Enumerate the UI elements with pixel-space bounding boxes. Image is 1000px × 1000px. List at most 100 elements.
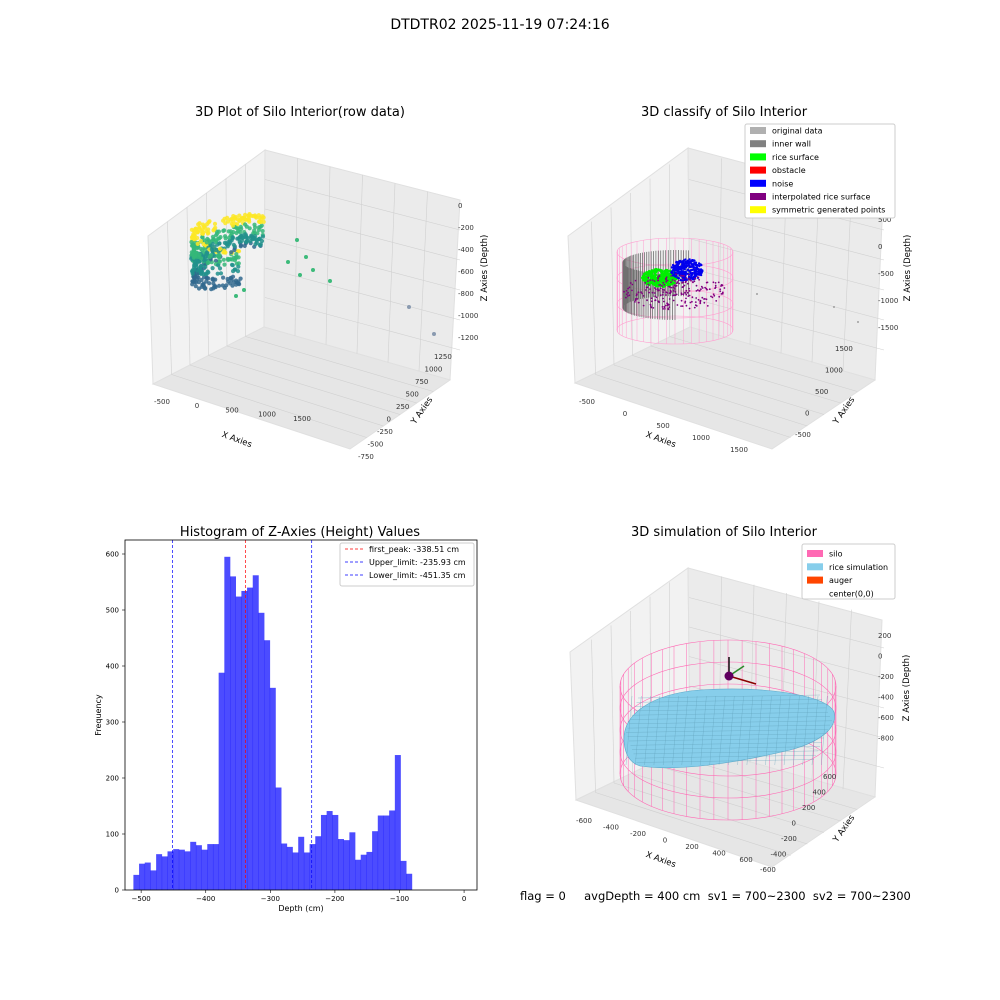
interpolated-surface-point (653, 287, 656, 289)
interpolated-surface-point (670, 275, 673, 277)
interpolated-surface-point (677, 279, 680, 282)
interpolated-surface-point (688, 273, 690, 276)
interpolated-surface-point (685, 289, 688, 292)
interpolated-surface-point (688, 307, 691, 310)
raw-data-point (230, 223, 235, 228)
raw-data-point (218, 271, 224, 276)
interpolated-surface-point (696, 276, 699, 279)
interpolated-surface-point (684, 292, 686, 294)
classify-3d-plot: 3D classify of Silo Interior -500 0 500 100… (567, 105, 913, 454)
histogram-bar (184, 851, 191, 890)
legend-entry: original data (772, 127, 823, 136)
interpolated-surface-point (655, 296, 658, 299)
z-tick-label: -1000 (458, 312, 478, 320)
interpolated-surface-point (680, 274, 682, 277)
rice-mesh-line (728, 695, 735, 766)
z-tick-label: 200 (878, 632, 891, 640)
interpolated-surface-point (680, 293, 683, 296)
grid-line (650, 345, 841, 404)
legend-entry: symmetric generated points (772, 206, 885, 215)
interpolated-surface-point (712, 281, 715, 284)
z-tick-label: -1200 (458, 334, 478, 342)
rice-simulation-surface (623, 688, 835, 769)
raw-data-point (232, 244, 237, 249)
rice-mesh-line (634, 755, 817, 759)
legend-entry: inner wall (772, 140, 811, 149)
histogram-bar (201, 849, 208, 890)
legend-swatch (750, 153, 766, 161)
noise-point (695, 274, 698, 277)
rice-surface-point (650, 269, 654, 272)
interpolated-surface-point (715, 300, 718, 302)
histogram-bar (343, 840, 350, 890)
y-tick-label: 250 (396, 403, 409, 411)
raw-data-point (257, 219, 262, 224)
x-tick-label: -500 (579, 398, 595, 406)
rice-mesh-line (718, 695, 726, 766)
interpolated-surface-point (659, 287, 662, 290)
y-tick-label: 0 (792, 820, 796, 828)
interpolated-surface-point (665, 279, 668, 281)
interpolated-surface-point (718, 295, 721, 298)
interpolated-surface-point (682, 281, 685, 284)
grid-line (264, 297, 461, 351)
interpolated-surface-point (699, 300, 702, 303)
interpolated-surface-point (683, 275, 685, 277)
legend-entry: silo (829, 550, 843, 559)
grid-line (387, 183, 396, 363)
rice-mesh-line (690, 695, 698, 766)
raw-data-point (192, 247, 197, 252)
legend-swatch (750, 193, 766, 200)
x-tick-label: 1500 (730, 446, 748, 454)
raw-data-point (204, 240, 209, 245)
interpolated-surface-point (681, 275, 684, 277)
interpolated-surface-point (675, 293, 678, 296)
x-tick-label: 1500 (293, 415, 311, 423)
interpolated-surface-point (691, 300, 693, 303)
interpolated-surface-point (691, 296, 694, 299)
interpolated-surface-point (654, 299, 657, 302)
figure-title: DTDTR02 2025-11-19 07:24:16 (390, 17, 610, 33)
raw-data-point (243, 232, 248, 237)
raw-data-point (238, 243, 244, 248)
raw-data-point (208, 253, 214, 258)
interpolated-surface-point (652, 307, 655, 309)
interpolated-surface-point (688, 294, 691, 297)
noise-point (683, 278, 686, 282)
interpolated-surface-point (703, 301, 706, 304)
interpolated-surface-point (663, 306, 666, 308)
histogram-bar (133, 874, 140, 890)
depth-histogram: Histogram of Z-Axies (Height) Values −50… (94, 525, 478, 913)
interpolated-surface-point (646, 299, 648, 302)
z-tick-label: -1000 (878, 297, 898, 305)
raw-outlier-point (234, 294, 238, 298)
raw-data-point (199, 256, 204, 261)
raw-data-point (237, 282, 242, 287)
raw-data-point (222, 228, 227, 233)
z-tick-label: -200 (878, 673, 894, 681)
legend-swatch (750, 206, 766, 214)
z-tick-label: -800 (458, 290, 474, 298)
raw-data-point (195, 277, 200, 282)
raw-outlier-point (328, 279, 332, 283)
histogram-reference-lines (172, 540, 313, 890)
raw-data-point (217, 253, 222, 258)
interpolated-surface-point (662, 300, 665, 303)
rice-mesh-line (774, 695, 781, 766)
interpolated-surface-point (664, 304, 667, 307)
raw-outlier-point (311, 268, 315, 272)
x-tick-label: 1000 (258, 411, 276, 419)
histogram-bars (133, 556, 413, 890)
interpolated-surface-point (696, 289, 699, 291)
interpolated-surface-point (705, 287, 708, 290)
raw-data-point (217, 266, 223, 271)
grid-line (189, 364, 384, 427)
interpolated-surface-point (705, 298, 708, 301)
interpolated-surface-point (674, 291, 677, 293)
interpolated-surface-point (663, 289, 666, 291)
raw-data-point (224, 283, 229, 288)
interpolated-surface-point (700, 288, 702, 291)
histogram-bar (372, 831, 379, 890)
x-tick-label: 600 (739, 856, 752, 864)
rice-surface-point (662, 279, 666, 283)
